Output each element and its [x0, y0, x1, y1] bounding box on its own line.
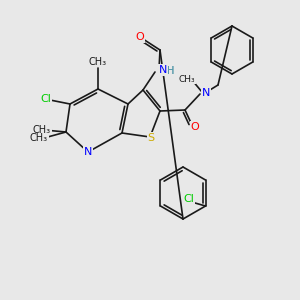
Text: S: S: [147, 133, 155, 143]
Text: N: N: [159, 65, 167, 75]
Text: O: O: [136, 32, 144, 42]
Text: CH₃: CH₃: [179, 74, 195, 83]
Text: S: S: [147, 133, 155, 143]
Text: N: N: [84, 147, 92, 157]
Text: Cl: Cl: [40, 94, 51, 104]
Text: H: H: [167, 66, 174, 76]
Text: Cl: Cl: [183, 194, 194, 204]
Text: O: O: [136, 32, 144, 42]
Text: N: N: [202, 88, 210, 98]
Text: CH₃: CH₃: [89, 57, 107, 67]
Text: N: N: [159, 65, 167, 75]
Text: Cl: Cl: [183, 194, 194, 204]
Text: O: O: [190, 122, 200, 132]
Text: CH₃: CH₃: [179, 74, 195, 83]
Text: CH₃: CH₃: [30, 133, 48, 143]
Text: CH₃: CH₃: [33, 125, 51, 135]
Text: CH₃: CH₃: [89, 57, 107, 67]
Text: N: N: [84, 147, 92, 157]
Text: H: H: [167, 66, 174, 76]
Text: N: N: [202, 88, 210, 98]
Text: CH₃: CH₃: [30, 133, 48, 143]
Text: Cl: Cl: [40, 94, 51, 104]
Text: O: O: [190, 122, 200, 132]
